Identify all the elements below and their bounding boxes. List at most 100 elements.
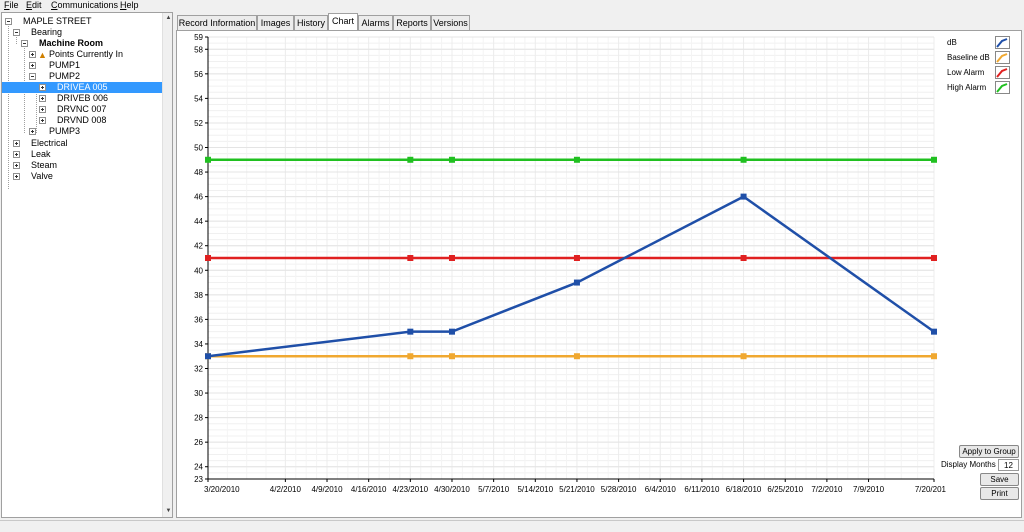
x-tick-label: 5/14/2010: [517, 485, 553, 494]
collapse-icon[interactable]: [5, 18, 12, 25]
legend-item-baseline: Baseline dB: [947, 51, 1017, 65]
y-tick-label: 46: [194, 193, 203, 202]
tree-label: MAPLE STREET: [23, 16, 92, 26]
data-point: [573, 156, 580, 163]
menu-communications[interactable]: Communications: [51, 0, 119, 10]
y-tick-label: 36: [194, 315, 203, 324]
data-point: [573, 353, 580, 360]
y-tick-label: 50: [194, 144, 203, 153]
tree-connector: [36, 89, 37, 133]
collapse-icon[interactable]: [13, 29, 20, 36]
data-point: [573, 279, 580, 286]
x-tick-label: 4/30/2010: [434, 485, 470, 494]
menu-bar: File Edit Communications Help: [0, 0, 1024, 11]
display-months-label: Display Months: [941, 460, 996, 469]
tree-label: PUMP3: [49, 126, 81, 136]
data-point: [407, 353, 414, 360]
y-tick-label: 38: [194, 291, 203, 300]
y-tick-label: 54: [194, 94, 203, 103]
data-point: [448, 255, 455, 261]
y-tick-label: 40: [194, 266, 203, 275]
legend-label: dB: [947, 38, 957, 47]
tree-label: Leak: [31, 149, 51, 159]
tree-label: DRIVEA 005: [57, 82, 108, 92]
x-tick-label: 5/21/2010: [559, 485, 595, 494]
save-button[interactable]: Save: [980, 473, 1019, 486]
tree-connector: [8, 21, 9, 189]
color-picker-icon[interactable]: [995, 51, 1010, 64]
warning-icon: ▲: [38, 50, 47, 60]
legend-item-db: dB: [947, 36, 1017, 50]
expand-icon[interactable]: [13, 151, 20, 158]
tree-connector: [16, 33, 17, 44]
expand-icon[interactable]: [13, 140, 20, 147]
expand-icon[interactable]: [29, 51, 36, 58]
expand-icon[interactable]: [29, 62, 36, 69]
legend-item-high-alarm: High Alarm: [947, 81, 1017, 95]
tab-reports[interactable]: Reports: [393, 15, 431, 30]
scroll-up-icon[interactable]: ▲: [165, 15, 172, 21]
tree-scrollbar[interactable]: ▲ ▼: [162, 13, 172, 517]
y-tick-label: 26: [194, 438, 203, 447]
y-tick-label: 56: [194, 70, 203, 79]
x-tick-label: 4/23/2010: [393, 485, 429, 494]
collapse-icon[interactable]: [29, 73, 36, 80]
x-tick-label: 4/16/2010: [351, 485, 387, 494]
tab-chart[interactable]: Chart: [328, 13, 358, 31]
x-tick-label: 7/2/2010: [811, 485, 843, 494]
color-picker-icon[interactable]: [995, 66, 1010, 79]
expand-icon[interactable]: [13, 173, 20, 180]
expand-icon[interactable]: [39, 117, 46, 124]
chart-panel: 23 24 26 28 30 32 34 36 38 40 42 44 46 48 50 52 54 56 58 59…: [176, 30, 1022, 518]
data-point: [931, 353, 937, 360]
data-point: [205, 353, 211, 360]
data-point: [407, 156, 414, 163]
expand-icon[interactable]: [39, 106, 46, 113]
x-tick-label: 4/2/2010: [270, 485, 302, 494]
collapse-icon[interactable]: [21, 40, 28, 47]
tree-node-drivea[interactable]: DRIVEA 005: [2, 82, 162, 93]
expand-icon[interactable]: [39, 84, 46, 91]
data-point: [407, 328, 414, 335]
tree-label: Points Currently In: [49, 49, 124, 59]
apply-to-group-button[interactable]: Apply to Group: [959, 445, 1019, 458]
y-tick-label: 42: [194, 242, 203, 251]
legend-label: Baseline dB: [947, 53, 990, 62]
x-tick-label: 5/7/2010: [478, 485, 510, 494]
tab-history[interactable]: History: [294, 15, 328, 30]
x-tick-label: 6/4/2010: [645, 485, 677, 494]
legend-label: Low Alarm: [947, 68, 985, 77]
y-tick-label: 52: [194, 119, 203, 128]
tree-label: Valve: [31, 171, 53, 181]
color-picker-icon[interactable]: [995, 36, 1010, 49]
y-tick-label: 23: [194, 475, 203, 484]
menu-help[interactable]: Help: [120, 0, 139, 10]
expand-icon[interactable]: [39, 95, 46, 102]
x-tick-label: 3/20/2010: [204, 485, 240, 494]
display-months-input[interactable]: 12: [998, 459, 1019, 471]
color-picker-icon[interactable]: [995, 81, 1010, 94]
expand-icon[interactable]: [13, 162, 20, 169]
tab-record-information[interactable]: Record Information: [177, 15, 257, 30]
x-tick-label: 5/28/2010: [601, 485, 637, 494]
print-button[interactable]: Print: [980, 487, 1019, 500]
tree-label: PUMP1: [49, 60, 81, 70]
expand-icon[interactable]: [29, 128, 36, 135]
y-tick-label: 48: [194, 168, 203, 177]
tab-versions[interactable]: Versions: [431, 15, 470, 30]
status-bar: [0, 520, 1024, 532]
legend-label: High Alarm: [947, 83, 987, 92]
menu-file[interactable]: File: [4, 0, 19, 10]
data-point: [448, 328, 455, 335]
scroll-down-icon[interactable]: ▼: [165, 508, 172, 514]
menu-edit[interactable]: Edit: [26, 0, 42, 10]
y-tick-label: 44: [194, 217, 203, 226]
data-point: [448, 353, 455, 360]
tab-alarms[interactable]: Alarms: [358, 15, 393, 30]
tree-label: Steam: [31, 160, 58, 170]
tree-label: Electrical: [31, 138, 68, 148]
x-tick-label: 6/11/2010: [684, 485, 720, 494]
tree-label: DRIVEB 006: [57, 93, 109, 103]
tab-images[interactable]: Images: [257, 15, 294, 30]
x-tick-label: 6/18/2010: [726, 485, 762, 494]
